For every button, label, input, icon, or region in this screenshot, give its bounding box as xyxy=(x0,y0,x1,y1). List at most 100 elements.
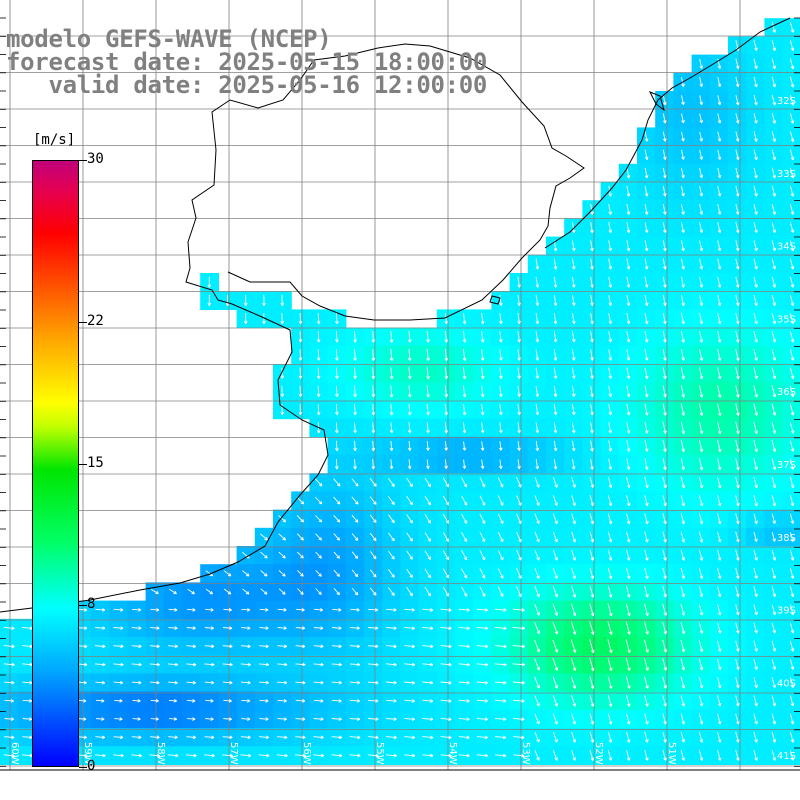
lat-lon-grid xyxy=(0,0,800,771)
wind-arrow xyxy=(753,40,758,51)
wind-cell xyxy=(782,382,800,401)
wind-arrow xyxy=(753,167,758,179)
wind-arrow xyxy=(335,459,339,470)
lat-label: 35S xyxy=(777,314,796,325)
wind-arrow xyxy=(534,477,540,488)
wind-arrow xyxy=(314,496,323,505)
wind-arrow xyxy=(298,349,303,361)
wind-arrow xyxy=(717,312,722,325)
wind-arrow xyxy=(590,440,594,452)
wind-arrow xyxy=(789,203,795,215)
wind-arrow xyxy=(771,367,777,380)
wind-arrow xyxy=(735,185,740,197)
wind-arrow xyxy=(680,367,686,380)
wind-cell xyxy=(782,418,800,438)
wind-arrow xyxy=(662,167,667,179)
wind-arrow xyxy=(735,476,740,489)
wind-cell xyxy=(782,655,800,674)
wind-arrow xyxy=(680,439,686,453)
wind-arrow xyxy=(789,331,795,343)
wind-arrow xyxy=(262,294,266,306)
wind-cell xyxy=(782,709,800,729)
wind-arrow xyxy=(517,331,521,343)
wind-arrow xyxy=(426,385,430,398)
wind-arrow xyxy=(499,404,503,416)
wind-arrow xyxy=(735,439,740,453)
wind-arrow xyxy=(644,240,649,252)
wind-cell xyxy=(782,18,800,37)
wind-arrow xyxy=(590,313,594,325)
wind-cell xyxy=(782,109,800,128)
wind-arrow xyxy=(789,258,795,270)
wind-cell xyxy=(782,400,800,420)
wind-arrow xyxy=(280,367,285,379)
wind-arrow xyxy=(662,276,667,288)
wind-arrow xyxy=(699,149,704,160)
wind-arrow xyxy=(407,403,412,416)
wind-arrow xyxy=(389,459,394,470)
wind-arrow xyxy=(789,58,795,70)
wind-arrow xyxy=(699,204,704,215)
lat-label: 36S xyxy=(777,387,796,398)
wind-arrow xyxy=(662,258,667,270)
wind-arrow xyxy=(699,95,704,106)
wind-arrow xyxy=(644,476,649,489)
wind-arrow xyxy=(789,458,795,470)
wind-arrow xyxy=(335,331,339,343)
wind-arrow xyxy=(553,313,558,325)
wind-arrow xyxy=(590,294,594,306)
wind-arrow xyxy=(753,439,758,453)
wind-arrow xyxy=(699,77,704,87)
wind-arrow xyxy=(680,222,685,233)
wind-arrow xyxy=(644,458,649,470)
wind-arrow xyxy=(335,367,339,379)
wind-arrow xyxy=(316,331,321,343)
wind-arrow xyxy=(407,330,412,343)
wind-arrow xyxy=(662,403,667,416)
wind-arrow xyxy=(789,276,795,288)
wind-arrow xyxy=(771,403,777,416)
wind-arrow xyxy=(626,167,631,179)
wind-arrow xyxy=(534,495,540,506)
wind-arrow xyxy=(462,331,467,343)
wind-arrow xyxy=(662,458,667,470)
wind-arrow xyxy=(771,476,777,489)
wind-arrow xyxy=(442,477,450,488)
wind-arrow xyxy=(626,185,631,197)
wind-arrow xyxy=(626,240,631,252)
wind-arrow xyxy=(371,349,376,361)
wind-cell xyxy=(782,309,800,329)
wind-arrow xyxy=(371,459,376,470)
wind-arrow xyxy=(626,313,631,325)
wind-arrow xyxy=(426,403,430,416)
wind-arrow xyxy=(553,349,558,361)
wind-arrow xyxy=(407,441,412,451)
wind-arrow xyxy=(369,478,377,487)
lon-label: 53W xyxy=(520,742,531,765)
wind-arrow xyxy=(316,404,321,416)
wind-arrow xyxy=(680,167,685,179)
wind-arrow xyxy=(462,403,467,416)
wind-arrow xyxy=(387,496,395,506)
wind-arrow xyxy=(497,477,504,488)
wind-arrow xyxy=(535,440,540,452)
wind-arrow xyxy=(590,458,594,470)
wind-arrow xyxy=(680,458,686,471)
wind-arrow xyxy=(499,367,503,379)
wind-arrow xyxy=(535,313,540,325)
wind-arrow xyxy=(444,348,449,362)
wind-arrow xyxy=(479,495,486,506)
wind-arrow xyxy=(353,440,357,452)
wind-arrow xyxy=(387,477,395,487)
wind-arrow xyxy=(553,459,558,470)
wind-arrow xyxy=(314,478,323,487)
wind-arrow xyxy=(353,367,357,380)
wind-arrow xyxy=(789,40,795,52)
wind-cell xyxy=(782,618,800,638)
wind-arrow xyxy=(698,421,704,434)
wind-arrow xyxy=(608,403,613,416)
wind-arrow xyxy=(407,422,412,434)
wind-arrow xyxy=(789,94,795,106)
wind-arrow xyxy=(644,167,649,179)
wind-arrow xyxy=(662,131,667,142)
